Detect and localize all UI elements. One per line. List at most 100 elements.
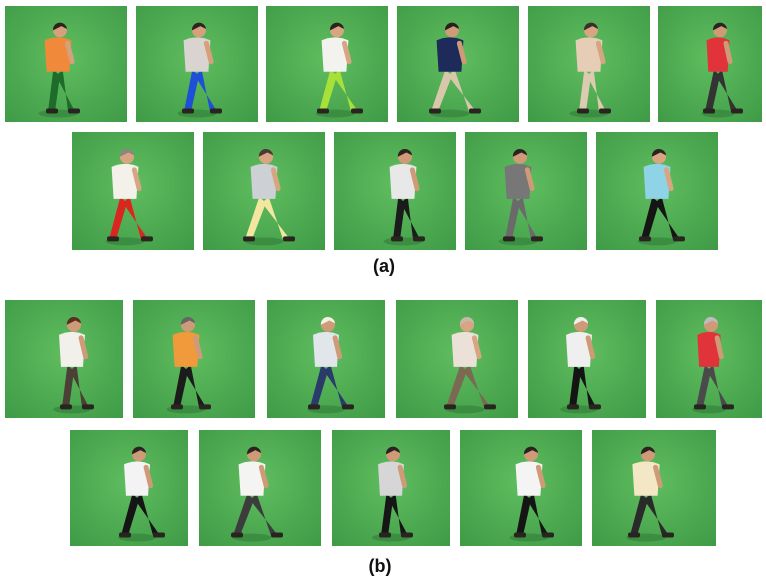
hair bbox=[320, 316, 336, 325]
hair bbox=[573, 316, 589, 325]
back-leg bbox=[109, 196, 127, 240]
b-frame bbox=[396, 300, 518, 418]
hair bbox=[247, 446, 261, 455]
shoe bbox=[391, 236, 403, 242]
b-frame bbox=[528, 300, 646, 418]
back-leg bbox=[505, 196, 520, 240]
torso bbox=[389, 163, 417, 199]
walking-person bbox=[44, 22, 80, 114]
walking-person bbox=[575, 22, 611, 114]
back-leg bbox=[579, 69, 591, 112]
walking-person bbox=[107, 148, 153, 242]
walking-person bbox=[182, 22, 222, 114]
front-leg bbox=[644, 493, 669, 536]
arm bbox=[192, 335, 203, 360]
arm bbox=[653, 464, 663, 489]
walking-person bbox=[119, 446, 165, 538]
shoe bbox=[308, 404, 320, 410]
back-leg bbox=[62, 364, 74, 408]
hair bbox=[524, 446, 538, 455]
torso bbox=[436, 37, 464, 72]
shoe bbox=[722, 404, 734, 410]
walking-person bbox=[639, 148, 685, 242]
torso bbox=[643, 163, 671, 199]
torso bbox=[238, 461, 266, 496]
b-frame bbox=[133, 300, 255, 418]
torso bbox=[451, 331, 479, 367]
shoe bbox=[141, 236, 153, 242]
arm bbox=[456, 40, 467, 65]
walking-person bbox=[378, 446, 413, 538]
hair bbox=[66, 316, 82, 325]
back-leg bbox=[516, 493, 531, 536]
front-leg bbox=[401, 196, 420, 240]
walking-person bbox=[231, 446, 283, 538]
panel-a-caption: (a) bbox=[373, 256, 395, 276]
front-leg bbox=[250, 493, 278, 536]
shoe bbox=[379, 532, 391, 538]
front-leg bbox=[716, 69, 738, 112]
back-leg bbox=[569, 364, 581, 408]
arm bbox=[714, 335, 724, 360]
shoe bbox=[271, 532, 283, 538]
front-leg bbox=[655, 196, 680, 240]
walking-person bbox=[514, 446, 554, 538]
shoe bbox=[429, 108, 441, 114]
shoe bbox=[531, 236, 543, 242]
a-frame bbox=[72, 132, 194, 250]
a-frame bbox=[528, 6, 650, 122]
b-frame bbox=[199, 430, 321, 546]
back-leg bbox=[630, 493, 648, 536]
back-leg bbox=[48, 69, 60, 112]
back-leg bbox=[310, 364, 328, 408]
torso bbox=[515, 461, 543, 496]
a-frame bbox=[596, 132, 718, 250]
shoe bbox=[484, 404, 496, 410]
walking-person bbox=[444, 316, 496, 410]
front-leg bbox=[577, 364, 596, 408]
back-leg bbox=[184, 69, 199, 112]
shoe bbox=[589, 404, 601, 410]
front-leg bbox=[587, 69, 606, 112]
shoe bbox=[542, 532, 554, 538]
front-leg bbox=[333, 69, 358, 112]
front-leg bbox=[135, 493, 160, 536]
a-frame bbox=[465, 132, 587, 250]
back-leg bbox=[245, 196, 266, 240]
arm bbox=[471, 335, 482, 360]
shoe bbox=[171, 404, 183, 410]
arm bbox=[595, 40, 606, 65]
hair bbox=[330, 22, 344, 31]
a-frame bbox=[397, 6, 519, 122]
torso bbox=[183, 37, 211, 72]
hair bbox=[53, 22, 67, 31]
hair bbox=[386, 446, 400, 455]
shoe bbox=[639, 236, 651, 242]
hair bbox=[651, 148, 667, 157]
torso bbox=[378, 461, 404, 496]
b-frame bbox=[332, 430, 450, 546]
front-leg bbox=[389, 493, 408, 536]
arm bbox=[585, 335, 596, 360]
shoe bbox=[351, 108, 363, 114]
arm bbox=[143, 464, 154, 489]
a-frame bbox=[136, 6, 258, 122]
shoe bbox=[694, 404, 706, 410]
arm bbox=[270, 167, 281, 192]
panel-b-caption: (b) bbox=[368, 556, 392, 576]
arm bbox=[524, 167, 535, 192]
shoe bbox=[503, 236, 515, 242]
hair bbox=[119, 148, 135, 157]
torso bbox=[706, 37, 730, 72]
shoe bbox=[413, 236, 425, 242]
back-leg bbox=[641, 196, 659, 240]
back-leg bbox=[696, 364, 711, 408]
b-frame bbox=[592, 430, 716, 546]
arm bbox=[332, 335, 343, 360]
shoe bbox=[182, 108, 194, 114]
shoe bbox=[628, 532, 640, 538]
b-frame bbox=[656, 300, 762, 418]
walking-person bbox=[503, 148, 543, 242]
front-leg bbox=[516, 196, 538, 240]
shoe bbox=[444, 404, 456, 410]
